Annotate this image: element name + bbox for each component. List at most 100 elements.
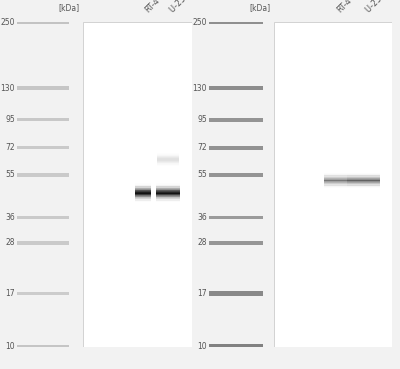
Bar — [156, 191, 180, 192]
Text: [kDa]: [kDa] — [250, 3, 270, 13]
Bar — [209, 216, 263, 220]
Bar — [156, 201, 180, 202]
Bar — [209, 118, 263, 121]
Bar — [347, 175, 380, 176]
Bar — [324, 173, 347, 174]
Bar — [324, 185, 347, 186]
Bar — [324, 183, 347, 184]
Bar — [135, 194, 150, 195]
Bar — [347, 184, 380, 185]
Text: 130: 130 — [192, 84, 207, 93]
Bar — [157, 162, 179, 163]
Bar — [324, 187, 347, 188]
Bar — [156, 193, 180, 194]
Bar — [347, 176, 380, 177]
Bar — [157, 159, 179, 160]
Text: 95: 95 — [197, 115, 207, 124]
Bar — [209, 173, 263, 177]
Bar — [157, 159, 179, 160]
Bar — [156, 192, 180, 193]
Bar — [209, 20, 263, 24]
Bar — [156, 200, 180, 201]
Bar — [135, 202, 150, 203]
Bar — [135, 183, 150, 184]
Bar — [347, 185, 380, 186]
Bar — [157, 154, 179, 155]
Bar — [156, 194, 180, 195]
Bar — [156, 193, 180, 194]
Bar — [347, 174, 380, 175]
Bar — [347, 178, 380, 179]
Bar — [157, 156, 179, 157]
Bar — [135, 201, 150, 202]
Bar — [209, 146, 263, 150]
Bar — [157, 153, 179, 154]
Bar — [17, 292, 69, 295]
Bar — [156, 184, 180, 185]
Bar — [347, 173, 380, 174]
Bar — [135, 195, 150, 196]
Bar — [135, 186, 150, 187]
Bar — [324, 178, 347, 179]
Bar — [209, 86, 263, 90]
Bar — [347, 179, 380, 180]
Bar — [209, 291, 263, 296]
Bar — [135, 193, 150, 194]
Text: U-251 MG: U-251 MG — [364, 0, 398, 14]
Text: RT-4: RT-4 — [143, 0, 161, 14]
Bar — [209, 241, 263, 245]
Bar — [156, 189, 180, 190]
Bar — [157, 158, 179, 159]
Bar — [135, 188, 150, 189]
Bar — [156, 188, 180, 189]
Text: 250: 250 — [1, 18, 15, 27]
Text: 250: 250 — [192, 18, 207, 27]
Bar — [157, 160, 179, 161]
Bar — [135, 199, 150, 200]
Text: 36: 36 — [5, 213, 15, 222]
Bar — [324, 182, 347, 183]
Text: 28: 28 — [198, 238, 207, 248]
Bar — [324, 186, 347, 187]
Text: 28: 28 — [6, 238, 15, 248]
Bar — [157, 161, 179, 162]
Bar — [347, 183, 380, 184]
Text: U-251 MG: U-251 MG — [168, 0, 202, 14]
Text: 72: 72 — [6, 143, 15, 152]
Bar — [156, 185, 180, 186]
Text: 55: 55 — [5, 170, 15, 179]
Bar — [324, 175, 347, 176]
Bar — [156, 197, 180, 198]
Bar — [156, 195, 180, 196]
Bar — [274, 22, 392, 347]
Bar — [324, 177, 347, 178]
Bar — [157, 155, 179, 156]
Bar — [156, 186, 180, 187]
Bar — [135, 187, 150, 188]
Text: 10: 10 — [6, 342, 15, 351]
Bar — [135, 189, 150, 190]
Bar — [156, 196, 180, 197]
Bar — [135, 191, 150, 192]
Bar — [135, 197, 150, 198]
Text: 130: 130 — [1, 84, 15, 93]
Bar — [17, 20, 69, 24]
Bar — [157, 165, 179, 166]
Bar — [156, 183, 180, 184]
Text: 36: 36 — [197, 213, 207, 222]
Bar — [157, 163, 179, 164]
Bar — [324, 184, 347, 185]
Bar — [17, 241, 69, 245]
Bar — [156, 199, 180, 200]
Bar — [347, 186, 380, 187]
Bar — [135, 184, 150, 185]
Bar — [135, 192, 150, 193]
Bar — [135, 186, 150, 187]
Text: 95: 95 — [5, 115, 15, 124]
Text: RT-4: RT-4 — [336, 0, 354, 14]
Bar — [347, 187, 380, 188]
Bar — [135, 198, 150, 199]
Text: 17: 17 — [6, 289, 15, 298]
Bar — [209, 344, 263, 349]
Bar — [156, 198, 180, 199]
